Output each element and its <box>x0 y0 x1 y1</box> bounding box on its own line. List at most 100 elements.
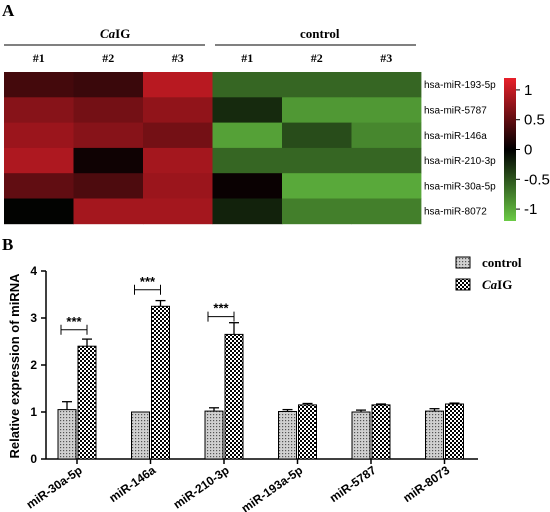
heatmap-row-labels: hsa-miR-193-5p hsa-miR-5787 hsa-miR-146a hs… <box>424 80 496 218</box>
legend-swatch-control <box>455 256 471 269</box>
heatmap-cell <box>143 72 213 98</box>
heatmap-column-label: #1 <box>241 51 253 65</box>
heatmap-cell <box>143 147 213 174</box>
heatmap-cell <box>212 122 283 149</box>
heatmap-cell <box>73 147 144 174</box>
heatmap-column-label: #1 <box>33 51 45 65</box>
bar-caig <box>298 404 317 460</box>
x-tick-label: miR-8073 <box>400 463 452 505</box>
bar-control <box>131 411 150 460</box>
bar-caig <box>224 333 244 460</box>
significance-markers: *** *** *** <box>60 274 235 335</box>
heatmap-cell <box>4 72 74 98</box>
heatmap-cell <box>4 198 74 225</box>
heatmap-cell <box>212 97 283 123</box>
heatmap-column-label: #2 <box>102 51 114 65</box>
bar-control <box>57 409 77 460</box>
heatmap-row-label: hsa-miR-30a-5p <box>424 181 496 192</box>
bar-control <box>278 411 297 460</box>
heatmap-cell <box>282 72 352 98</box>
heatmap-cell <box>143 122 213 149</box>
panel-b-letter: B <box>2 235 13 254</box>
heatmap-cell <box>73 198 144 225</box>
legend-swatch-caig <box>455 278 471 291</box>
significance-label: *** <box>213 301 229 316</box>
x-tick-label: miR-146a <box>106 463 158 505</box>
heatmap-cells <box>4 72 422 225</box>
x-tick-label: miR-193a-5p <box>239 463 305 512</box>
heatmap-cell <box>4 97 74 123</box>
heatmap-cell <box>212 198 283 225</box>
heatmap-cell <box>143 97 213 123</box>
heatmap-cell <box>212 72 283 98</box>
group-label-caig-italic: Ca <box>100 26 116 41</box>
heatmap-cell <box>73 97 144 123</box>
heatmap-cell <box>4 173 74 199</box>
panel-a-letter: A <box>2 1 15 20</box>
heatmap-column-label: #3 <box>172 51 184 65</box>
heatmap-cell <box>282 198 352 225</box>
heatmap-cell <box>351 97 422 123</box>
colorbar-tick-label: 1 <box>524 82 532 99</box>
heatmap-row-label: hsa-miR-210-3p <box>424 156 496 167</box>
y-axis-ticks: 0 1 2 3 4 <box>30 264 46 466</box>
x-tick-label: miR-210-3p <box>171 463 232 512</box>
y-tick-label: 2 <box>30 358 37 372</box>
legend: control CaIG <box>455 255 522 292</box>
colorbar-tick-label: 0 <box>524 142 532 159</box>
colorbar-tick-label: -1 <box>524 201 537 218</box>
heatmap-cell <box>143 198 213 225</box>
heatmap-cell <box>351 147 422 174</box>
group-label-control: control <box>300 26 340 41</box>
y-axis-title: Relative expression of miRNA <box>7 273 22 459</box>
legend-label-caig-rest: IG <box>497 277 512 292</box>
heatmap-cell <box>282 122 352 149</box>
colorbar-tick-label: -0.5 <box>524 171 550 188</box>
heatmap-cell <box>282 173 352 199</box>
significance-label: *** <box>66 314 82 329</box>
heatmap-row-label: hsa-miR-5787 <box>424 106 487 117</box>
bar-caig <box>371 404 391 460</box>
colorbar-ticks: 1 0.5 0 -0.5 -1 <box>516 82 550 218</box>
colorbar-tick-label: 0.5 <box>524 112 545 129</box>
heatmap-cell <box>73 122 144 149</box>
y-tick-label: 3 <box>30 311 37 325</box>
bar-caig <box>445 403 464 460</box>
heatmap-row-label: hsa-miR-146a <box>424 131 487 142</box>
x-tick-label: miR-30a-5p <box>24 463 85 512</box>
colorbar <box>504 78 516 221</box>
bar-caig <box>77 345 97 460</box>
heatmap-cell <box>143 173 213 199</box>
heatmap-column-labels: #1 #2 #3 #1 #2 #3 <box>33 51 392 65</box>
heatmap-column-label: #2 <box>311 51 323 65</box>
heatmap-cell <box>351 173 422 199</box>
y-tick-label: 1 <box>30 405 37 419</box>
heatmap-row-label: hsa-miR-8072 <box>424 207 487 218</box>
legend-label-caig-italic: Ca <box>482 277 498 292</box>
heatmap-cell <box>212 147 283 174</box>
legend-label-caig: CaIG <box>482 277 512 292</box>
x-tick-label: miR-5787 <box>327 463 379 505</box>
heatmap-cell <box>73 173 144 199</box>
x-axis-ticks: miR-30a-5p miR-146a miR-210-3p miR-193a-5p m… <box>24 459 452 512</box>
bar-caig <box>151 305 170 460</box>
y-tick-label: 0 <box>30 452 37 466</box>
heatmap-row-label: hsa-miR-193-5p <box>424 80 496 91</box>
heatmap-cell <box>351 122 422 149</box>
bar-control <box>351 411 371 460</box>
legend-label-control: control <box>482 255 522 270</box>
group-label-caig-rest: IG <box>115 26 130 41</box>
heatmap-cell <box>351 198 422 225</box>
heatmap-cell <box>212 173 283 199</box>
bar-control <box>204 410 224 460</box>
heatmap-column-label: #3 <box>380 51 392 65</box>
heatmap-cell <box>4 147 74 174</box>
bar-series <box>57 299 464 460</box>
heatmap-cell <box>4 122 74 149</box>
significance-label: *** <box>140 274 156 289</box>
y-tick-label: 4 <box>30 264 37 278</box>
heatmap-cell <box>282 97 352 123</box>
group-label-caig: CaIG <box>100 26 130 41</box>
heatmap-cell <box>282 147 352 174</box>
